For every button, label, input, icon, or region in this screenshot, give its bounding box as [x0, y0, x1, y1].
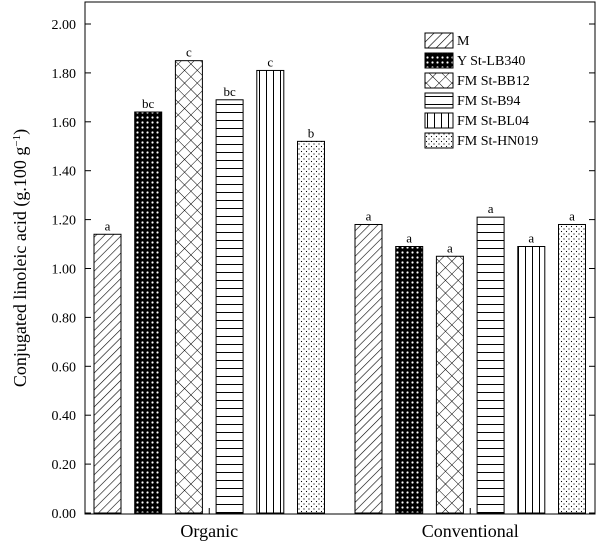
bars [93, 60, 586, 514]
x-axis: Organic Conventional [180, 508, 519, 541]
significance-label: a [569, 208, 575, 223]
significance-label: c [267, 54, 273, 69]
y-tick-label: 0.60 [52, 360, 77, 375]
y-tick-label: 0.00 [52, 507, 77, 522]
significance-label: a [447, 240, 453, 255]
legend: M Y St-LB340 FM St-BB12 FM St-B94 FM St-BL04… [424, 32, 538, 149]
y-tick-label: 0.40 [52, 409, 77, 424]
legend-swatch [424, 132, 454, 149]
bar-organic-2 [174, 60, 203, 514]
legend-label: FM St-HN019 [457, 134, 538, 149]
significance-labels: a bc c bc c b a a a a a a [105, 45, 576, 256]
bar-conventional-4 [517, 245, 546, 514]
significance-label: a [366, 208, 372, 223]
y-axis-title: Conjugated linoleic acid (g.100 g−1) [10, 129, 31, 387]
legend-swatch [424, 32, 454, 49]
significance-label: b [308, 125, 315, 140]
bar-organic-5 [297, 140, 325, 514]
y-tick-label: 0.20 [52, 458, 77, 473]
significance-label: a [105, 218, 111, 233]
bar-organic-3 [215, 99, 244, 514]
y-tick-label: 2.00 [52, 18, 77, 33]
significance-label: a [406, 230, 412, 245]
legend-label: FM St-BL04 [457, 114, 529, 129]
significance-label: a [488, 201, 494, 216]
y-tick-label: 1.80 [52, 67, 77, 82]
legend-label: FM St-B94 [457, 94, 520, 109]
y-axis: 0.00 0.20 0.40 0.60 0.80 1.00 1.20 1.40 1.60 1.80… [52, 18, 595, 522]
significance-label: bc [223, 84, 236, 99]
legend-swatch [424, 72, 454, 89]
legend-label: Y St-LB340 [457, 54, 525, 69]
y-tick-label: 1.20 [52, 214, 77, 229]
significance-label: c [186, 45, 192, 60]
legend-swatch [424, 52, 454, 69]
y-tick-label: 0.80 [52, 311, 77, 326]
bar-organic-1 [134, 111, 163, 514]
y-tick-label: 1.60 [52, 116, 77, 131]
x-category-label: Conventional [422, 521, 519, 541]
legend-swatch [424, 92, 454, 109]
bar-conventional-0 [354, 223, 383, 514]
x-category-label: Organic [180, 521, 238, 541]
legend-swatch [424, 112, 454, 129]
bar-organic-0 [93, 233, 122, 514]
legend-label: FM St-BB12 [457, 74, 530, 89]
y-tick-label: 1.40 [52, 165, 77, 180]
significance-label: a [528, 230, 534, 245]
bar-organic-4 [256, 69, 285, 514]
bar-conventional-2 [435, 255, 464, 514]
plot-frame [84, 1, 596, 515]
y-tick-label: 1.00 [52, 263, 77, 278]
legend-label: M [457, 34, 470, 49]
significance-label: bc [142, 96, 155, 111]
bar-conventional-1 [395, 245, 424, 514]
bar-conventional-5 [558, 223, 586, 514]
bar-conventional-3 [476, 216, 505, 514]
